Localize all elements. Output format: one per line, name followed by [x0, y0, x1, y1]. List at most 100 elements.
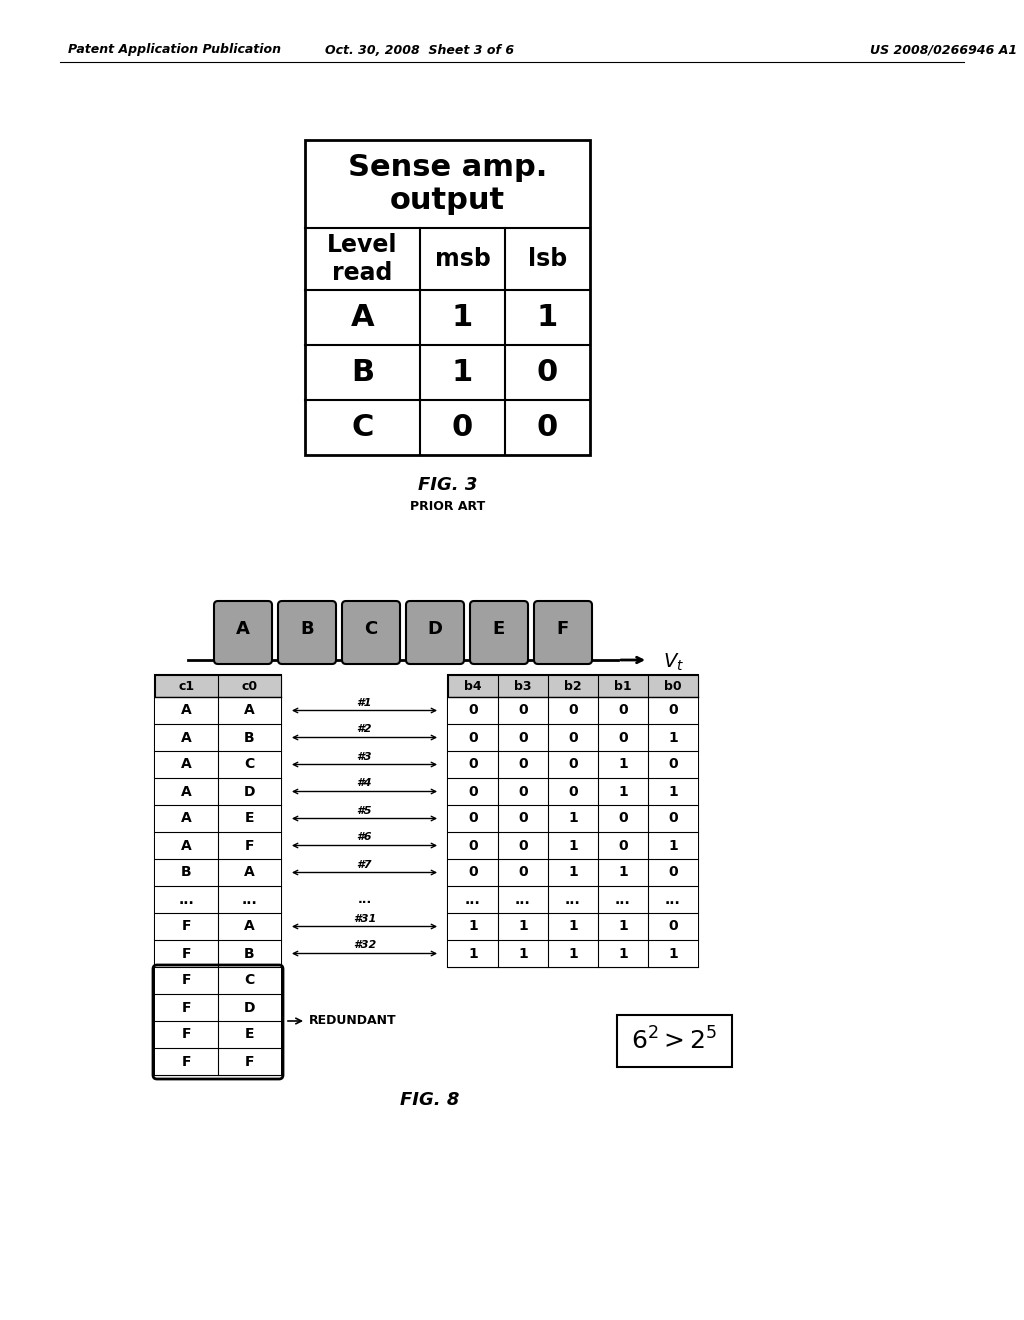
Text: 0: 0: [618, 730, 628, 744]
Text: ...: ...: [465, 892, 481, 907]
FancyBboxPatch shape: [534, 601, 592, 664]
Text: B: B: [244, 946, 255, 961]
Bar: [449, 675, 698, 968]
Text: A: A: [244, 920, 255, 933]
Text: B: B: [181, 866, 191, 879]
Text: msb: msb: [434, 247, 490, 271]
Text: #5: #5: [356, 805, 373, 816]
FancyBboxPatch shape: [406, 601, 464, 664]
Text: PRIOR ART: PRIOR ART: [410, 500, 485, 513]
Text: A: A: [244, 866, 255, 879]
Text: 1: 1: [668, 784, 678, 799]
Text: C: C: [351, 413, 374, 442]
Text: ...: ...: [515, 892, 530, 907]
Text: A: A: [181, 838, 191, 853]
Text: 0: 0: [468, 704, 478, 718]
Text: D: D: [244, 784, 255, 799]
Text: 1: 1: [518, 946, 528, 961]
Bar: [449, 777, 698, 805]
Text: 0: 0: [568, 784, 578, 799]
Text: 1: 1: [668, 730, 678, 744]
Bar: [155, 886, 281, 913]
Text: F: F: [181, 974, 191, 987]
Text: F: F: [181, 920, 191, 933]
Text: b1: b1: [614, 680, 632, 693]
Bar: [155, 675, 281, 1074]
Bar: [449, 886, 698, 913]
Text: 0: 0: [568, 704, 578, 718]
Text: 0: 0: [568, 758, 578, 771]
Text: b0: b0: [665, 680, 682, 693]
Bar: [155, 859, 281, 886]
Text: c1: c1: [178, 680, 195, 693]
Bar: [449, 675, 698, 697]
Text: B: B: [300, 620, 313, 639]
Bar: [449, 859, 698, 886]
Text: b2: b2: [564, 680, 582, 693]
Bar: [155, 675, 281, 697]
Text: A: A: [350, 304, 375, 333]
Text: 0: 0: [518, 730, 527, 744]
Bar: [449, 913, 698, 940]
Text: Level
read: Level read: [328, 234, 397, 285]
Bar: [449, 723, 698, 751]
Text: 1: 1: [668, 838, 678, 853]
Text: B: B: [244, 730, 255, 744]
Text: Sense amp.
output: Sense amp. output: [348, 153, 547, 215]
Text: 0: 0: [568, 730, 578, 744]
Text: 1: 1: [618, 758, 628, 771]
Text: 1: 1: [618, 920, 628, 933]
Text: 0: 0: [468, 866, 478, 879]
Text: 0: 0: [452, 413, 473, 442]
Text: D: D: [244, 1001, 255, 1015]
Text: REDUNDANT: REDUNDANT: [309, 1015, 396, 1027]
Bar: [305, 140, 590, 455]
Text: c0: c0: [242, 680, 258, 693]
Text: F: F: [181, 946, 191, 961]
Text: 1: 1: [468, 920, 478, 933]
Text: #7: #7: [356, 859, 373, 870]
Text: 1: 1: [518, 920, 528, 933]
Text: b3: b3: [514, 680, 531, 693]
Text: #6: #6: [356, 833, 373, 842]
Text: #31: #31: [353, 913, 376, 924]
Text: 1: 1: [618, 866, 628, 879]
Text: 0: 0: [518, 838, 527, 853]
Bar: [155, 723, 281, 751]
Text: ...: ...: [565, 892, 581, 907]
Text: F: F: [245, 838, 254, 853]
Text: F: F: [557, 620, 569, 639]
Text: 1: 1: [452, 358, 473, 387]
Text: E: E: [245, 1027, 254, 1041]
Bar: [449, 697, 698, 723]
Bar: [449, 832, 698, 859]
Text: F: F: [181, 1027, 191, 1041]
Text: 0: 0: [468, 812, 478, 825]
Text: 0: 0: [537, 358, 558, 387]
Text: FIG. 3: FIG. 3: [418, 477, 477, 494]
Text: 0: 0: [618, 704, 628, 718]
Bar: [155, 994, 281, 1020]
FancyBboxPatch shape: [278, 601, 336, 664]
Text: #32: #32: [353, 940, 376, 950]
Text: Patent Application Publication: Patent Application Publication: [68, 44, 281, 57]
Text: #2: #2: [356, 725, 373, 734]
Text: 1: 1: [618, 946, 628, 961]
Text: A: A: [237, 620, 250, 639]
Text: 0: 0: [518, 866, 527, 879]
Text: ...: ...: [357, 894, 372, 906]
Text: C: C: [365, 620, 378, 639]
Text: US 2008/0266946 A1: US 2008/0266946 A1: [870, 44, 1017, 57]
Text: C: C: [245, 974, 255, 987]
Text: 0: 0: [518, 812, 527, 825]
Text: 0: 0: [468, 784, 478, 799]
Text: C: C: [245, 758, 255, 771]
Text: ...: ...: [666, 892, 681, 907]
Text: 0: 0: [468, 730, 478, 744]
Bar: [155, 832, 281, 859]
Bar: [155, 777, 281, 805]
Text: 1: 1: [537, 304, 558, 333]
Text: #4: #4: [356, 779, 373, 788]
Text: 1: 1: [568, 866, 578, 879]
Text: #1: #1: [356, 697, 373, 708]
